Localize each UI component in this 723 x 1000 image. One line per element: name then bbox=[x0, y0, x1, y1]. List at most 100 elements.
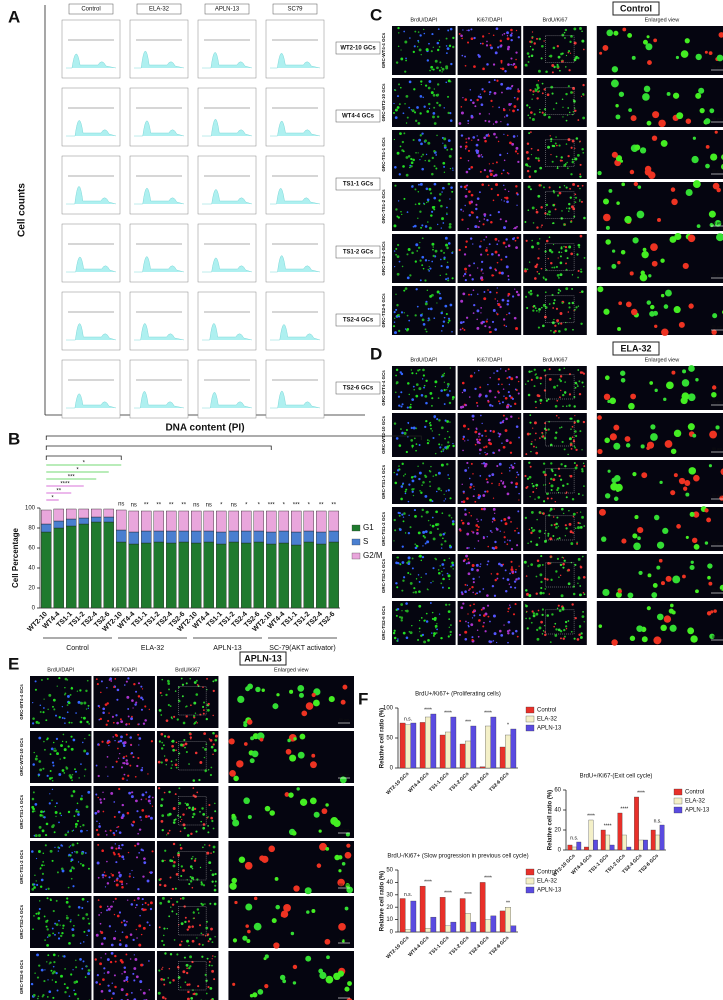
scale-bar-label: 50 µm bbox=[712, 447, 722, 451]
cell bbox=[499, 530, 501, 532]
cell bbox=[84, 976, 87, 978]
cell bbox=[581, 615, 585, 619]
cell bbox=[184, 802, 187, 805]
column-header: Enlarged view bbox=[645, 17, 680, 23]
cell bbox=[180, 865, 184, 868]
cell bbox=[443, 165, 446, 168]
cell bbox=[109, 960, 113, 964]
cell bbox=[488, 113, 491, 115]
cell bbox=[396, 607, 400, 611]
cell bbox=[402, 475, 405, 477]
cell bbox=[229, 770, 236, 777]
cell bbox=[447, 29, 450, 32]
cell bbox=[508, 467, 511, 469]
cell bbox=[670, 448, 677, 455]
cell bbox=[431, 68, 433, 71]
bar-segment bbox=[216, 510, 227, 533]
cell bbox=[395, 381, 399, 384]
significance: n.s. bbox=[404, 892, 412, 898]
cell bbox=[480, 312, 482, 314]
cell bbox=[527, 393, 531, 397]
cell bbox=[579, 199, 581, 201]
cell bbox=[542, 433, 544, 435]
cell bbox=[420, 226, 423, 229]
micrograph bbox=[392, 182, 456, 231]
cell bbox=[170, 767, 173, 769]
bar bbox=[650, 829, 656, 851]
cell bbox=[395, 247, 398, 250]
cell bbox=[428, 42, 430, 45]
cell bbox=[33, 886, 36, 889]
cell bbox=[143, 861, 147, 865]
micrograph bbox=[596, 366, 723, 410]
cell bbox=[671, 370, 676, 375]
cell bbox=[32, 717, 35, 720]
cell bbox=[106, 909, 108, 912]
significance: ** bbox=[181, 503, 186, 509]
scale-bar-label: 50 µm bbox=[712, 325, 722, 329]
cell bbox=[465, 271, 467, 273]
cell bbox=[84, 852, 87, 854]
cell bbox=[579, 636, 583, 639]
cell bbox=[79, 825, 82, 828]
bar-segment bbox=[328, 541, 339, 609]
significance: ns bbox=[231, 503, 237, 509]
cell bbox=[471, 530, 473, 532]
cell bbox=[195, 830, 198, 833]
cell bbox=[74, 822, 78, 826]
cell bbox=[574, 386, 577, 389]
histogram bbox=[202, 189, 253, 205]
cell bbox=[243, 797, 250, 805]
cell bbox=[430, 465, 432, 468]
row-label: GRC-WT2-10 GCs bbox=[381, 83, 386, 122]
y-tick-label: 40 bbox=[386, 880, 393, 886]
cell bbox=[402, 165, 405, 168]
cell bbox=[537, 90, 540, 93]
cell bbox=[403, 197, 406, 200]
cell bbox=[69, 693, 72, 696]
cell bbox=[516, 527, 518, 530]
cell bbox=[417, 39, 420, 42]
cell bbox=[403, 132, 406, 135]
cell bbox=[403, 312, 405, 314]
cell bbox=[33, 915, 35, 917]
cell bbox=[487, 383, 489, 386]
cell bbox=[190, 997, 194, 1000]
cell bbox=[498, 400, 500, 403]
cell bbox=[545, 432, 547, 434]
cell bbox=[401, 265, 404, 268]
cell bbox=[659, 480, 663, 485]
bar bbox=[459, 898, 466, 933]
cell bbox=[482, 625, 485, 628]
cell bbox=[66, 694, 70, 698]
cell bbox=[450, 148, 453, 151]
cell bbox=[488, 474, 491, 478]
cell bbox=[106, 860, 108, 863]
cell bbox=[398, 404, 401, 407]
cell bbox=[151, 850, 154, 853]
cell bbox=[393, 540, 395, 542]
cell bbox=[720, 468, 723, 476]
cell bbox=[621, 538, 627, 544]
cell bbox=[202, 933, 204, 936]
cell bbox=[421, 508, 425, 512]
cell bbox=[440, 66, 443, 69]
micrograph bbox=[392, 26, 456, 75]
cell bbox=[458, 32, 461, 35]
cell bbox=[660, 293, 665, 298]
cell bbox=[482, 320, 485, 324]
cell bbox=[465, 240, 468, 243]
cell bbox=[173, 861, 176, 864]
cell bbox=[467, 613, 469, 615]
cell bbox=[116, 826, 118, 829]
cell bbox=[544, 633, 547, 637]
cell bbox=[640, 444, 645, 449]
cell bbox=[673, 473, 678, 478]
cell bbox=[447, 474, 449, 476]
cell bbox=[503, 184, 505, 187]
cell bbox=[185, 706, 187, 708]
cell bbox=[464, 583, 467, 586]
cell bbox=[37, 833, 41, 837]
cell bbox=[419, 134, 422, 137]
cell bbox=[47, 887, 50, 890]
